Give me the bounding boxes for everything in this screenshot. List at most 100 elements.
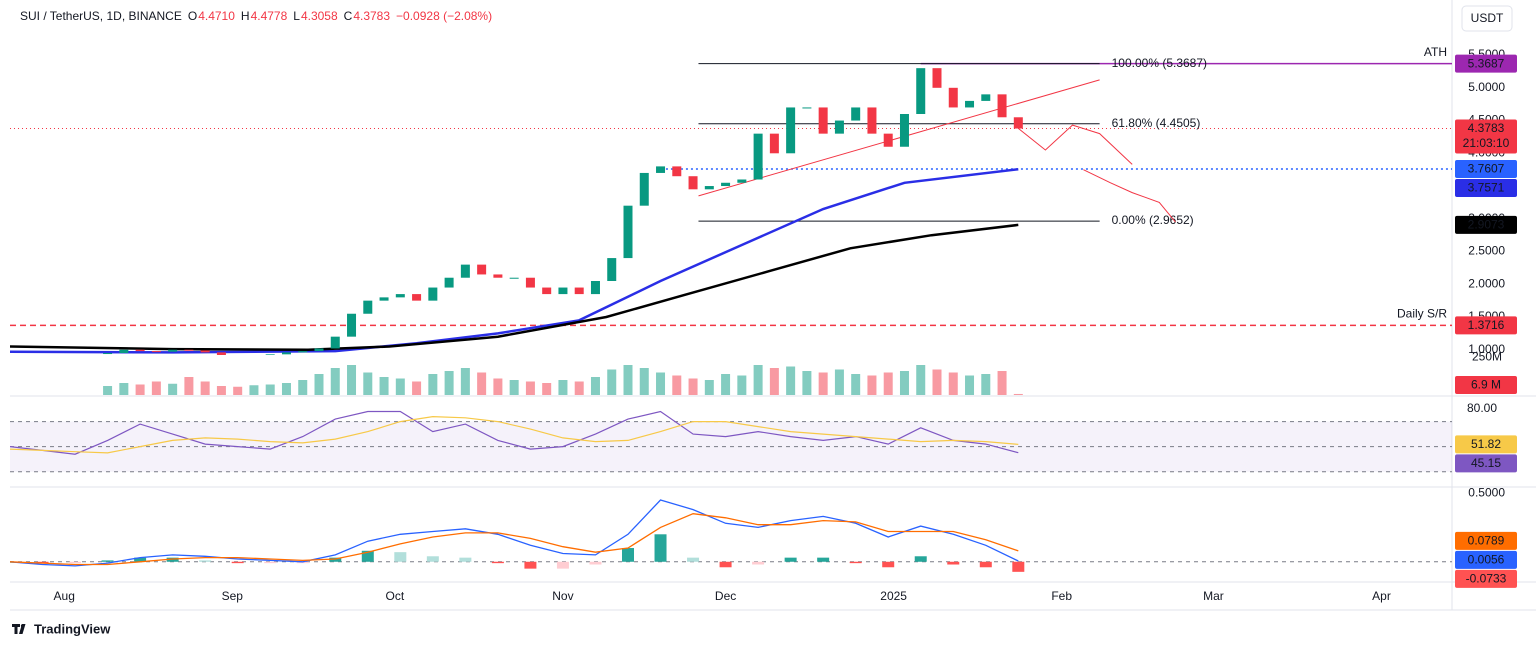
volume-bar: [834, 369, 844, 395]
x-tick-label: Nov: [552, 589, 573, 603]
volume-bar: [200, 381, 210, 395]
volume-bar: [639, 368, 649, 395]
macd-histogram: [947, 561, 960, 565]
volume-bar: [948, 372, 958, 395]
volume-bar: [965, 375, 975, 395]
volume-bar: [672, 375, 682, 395]
macd-histogram: [817, 557, 830, 562]
volume-bar: [737, 375, 747, 395]
y-tick-label: 5.0000: [1468, 80, 1505, 94]
candle: [103, 353, 113, 355]
volume-bar: [851, 374, 861, 395]
macd-histogram: [394, 552, 407, 562]
macd-histogram: [622, 548, 634, 562]
volume-bar: [493, 378, 503, 395]
candle: [477, 264, 487, 275]
candle: [981, 94, 991, 101]
candle: [851, 107, 861, 121]
macd-histogram: [556, 561, 569, 569]
volume-bar: [412, 381, 422, 395]
candle: [656, 166, 666, 173]
macd-histogram: [687, 557, 700, 562]
volume-bar: [1013, 393, 1023, 395]
macd-histogram: [882, 561, 895, 568]
volume-bar: [379, 377, 389, 395]
volume-bar: [168, 383, 178, 395]
candle: [558, 287, 568, 295]
macd-line: [10, 513, 1019, 566]
candle: [672, 166, 682, 177]
macd-line: [10, 499, 1019, 567]
x-tick-label: Sep: [222, 589, 244, 603]
candle: [119, 349, 129, 354]
macd-histogram: [426, 556, 439, 562]
level-label: Daily S/R: [1397, 307, 1447, 321]
x-tick-label: Apr: [1372, 589, 1391, 603]
ohlc-key: H: [240, 9, 250, 23]
macd-histogram: [491, 561, 504, 564]
volume-bar: [623, 365, 633, 395]
candle: [704, 186, 714, 190]
macd-histogram: [329, 557, 342, 562]
volume-bar: [590, 377, 600, 395]
moving-average: [10, 167, 1019, 354]
volume-pane: [103, 365, 1023, 395]
currency-button[interactable]: USDT: [1461, 5, 1513, 32]
volume-bar: [656, 372, 666, 395]
macd-histogram: [914, 556, 927, 562]
symbol: SUI / TetherUS, 1D, BINANCE: [20, 9, 182, 23]
price-badge-label: 3.7607: [1468, 162, 1505, 176]
candle: [590, 280, 600, 295]
moving-average: [10, 223, 1019, 352]
volume-bar: [298, 380, 308, 395]
candle: [965, 100, 975, 108]
currency-label[interactable]: USDT: [1471, 11, 1504, 25]
candle: [509, 277, 519, 279]
price-badge-label: 51.82: [1471, 437, 1501, 451]
volume-bar: [216, 386, 226, 395]
price-pane: [10, 62, 1452, 355]
button-frame[interactable]: [1461, 5, 1513, 32]
ohlc-key: O: [187, 9, 198, 23]
price-badge: [1455, 569, 1517, 588]
macd-histogram: [979, 561, 992, 568]
candle: [412, 294, 422, 301]
y-tick-label: 2.0000: [1468, 276, 1505, 290]
change: −0.0928 (−2.08%): [396, 9, 493, 23]
y-tick-label: 2.5000: [1468, 244, 1505, 258]
price-badge: [1455, 454, 1517, 473]
macd-histogram: [134, 557, 147, 562]
ohlc-key: C: [343, 9, 353, 23]
trendline: [698, 79, 1100, 197]
volume-bar: [233, 386, 243, 395]
volume-bar: [558, 380, 568, 395]
macd-pane: [10, 499, 1452, 572]
price-badge-label: 0.0056: [1468, 553, 1505, 567]
macd-histogram: [361, 550, 374, 562]
candle: [184, 349, 194, 351]
volume-bar: [265, 384, 275, 395]
y-tick-label: 0.5000: [1468, 485, 1505, 499]
macd-histogram: [654, 534, 667, 562]
macd-histogram: [459, 557, 472, 562]
candle: [525, 277, 535, 288]
ohlc-key: L: [293, 9, 300, 23]
x-tick-label: Aug: [54, 589, 75, 603]
fib-label: 0.00% (2.9652): [1112, 213, 1194, 227]
x-tick-label: 2025: [880, 589, 907, 603]
candle: [298, 351, 308, 353]
candle: [753, 133, 763, 180]
candle: [330, 336, 340, 349]
fib-label: 100.00% (5.3687): [1112, 56, 1207, 70]
volume-bar: [249, 385, 259, 395]
volume-bar: [135, 384, 145, 395]
volume-bar: [688, 378, 698, 395]
price-badge-label: 5.3687: [1468, 56, 1505, 70]
rsi-pane: [10, 410, 1452, 473]
pane-frames: [10, 0, 1536, 611]
candle: [200, 350, 210, 353]
annotations: Aug Sep Oct Nov Dec 2025 Feb Mar Apr1.00001.5000…: [54, 45, 1517, 603]
volume-bar: [184, 377, 194, 395]
x-tick-label: Oct: [386, 589, 405, 603]
x-tick-label: Mar: [1203, 589, 1224, 603]
